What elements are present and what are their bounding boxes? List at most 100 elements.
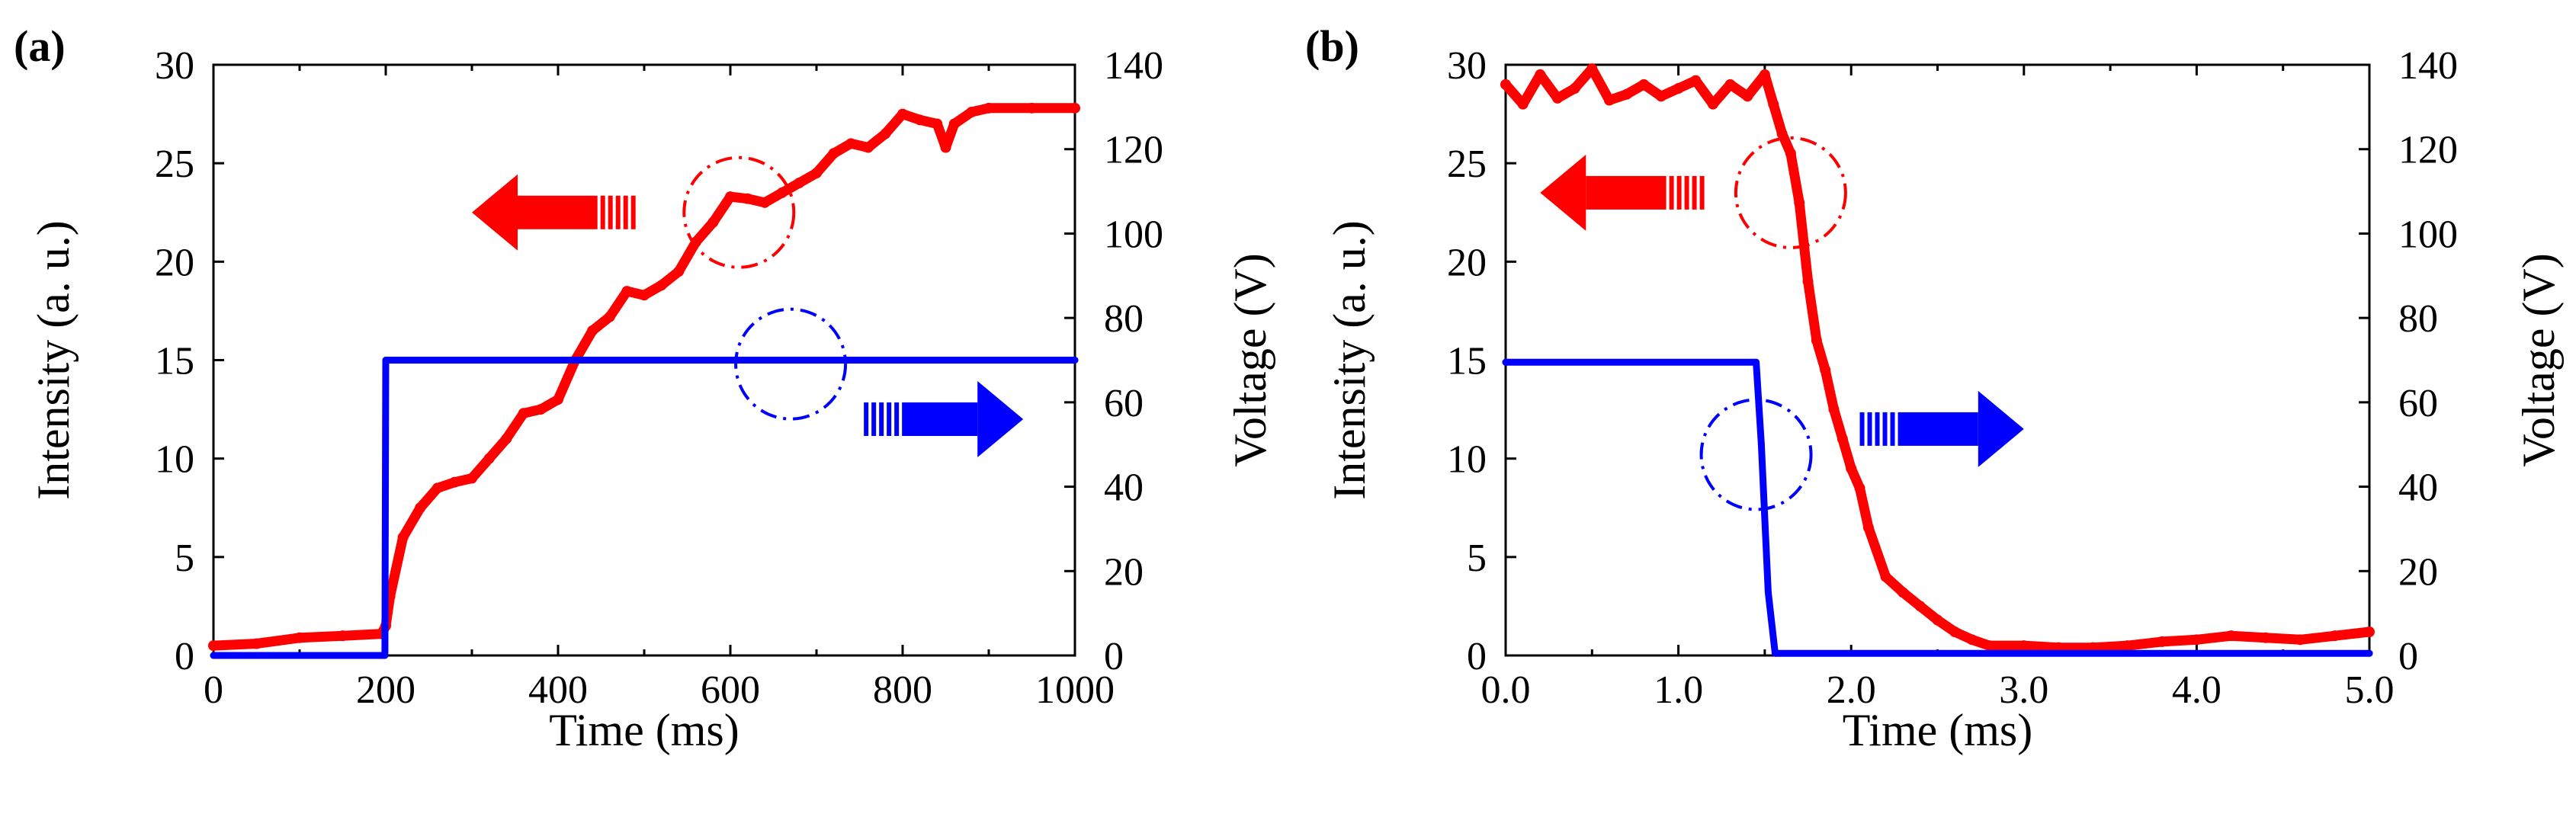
data-point-intensity (1586, 63, 1598, 75)
data-point-voltage (1764, 588, 1772, 596)
data-point-intensity (1811, 335, 1822, 346)
data-point-voltage (1071, 357, 1079, 364)
data-point-intensity (932, 118, 943, 130)
data-point-intensity (811, 168, 822, 179)
data-point-intensity (2018, 640, 2029, 652)
data-point-intensity (449, 476, 460, 488)
data-point-intensity (2260, 632, 2272, 643)
dash-dot-circle-red (1734, 136, 1847, 249)
data-point-intensity (897, 108, 908, 120)
data-point-intensity (742, 193, 753, 204)
y-left-tick-label: 5 (175, 537, 194, 580)
data-point-intensity (1517, 98, 1529, 110)
data-point-intensity (587, 325, 598, 336)
data-point-intensity (639, 290, 650, 301)
y-right-tick-label: 40 (1104, 466, 1144, 510)
dash-dot-circle-red (682, 155, 796, 269)
y-left-axis-title: Intensity (a. u.) (28, 220, 79, 500)
arrow-head (472, 174, 518, 251)
x-tick-label: 400 (528, 668, 588, 712)
data-point-voltage (1753, 358, 1760, 366)
data-point-voltage (381, 652, 389, 659)
x-tick-label: 600 (701, 668, 760, 712)
x-tick-label: 0 (204, 668, 223, 712)
x-tick-label: 3.0 (1999, 668, 2048, 712)
arrow-tail-stripe (1669, 175, 1674, 210)
arrow-tail-stripe (1875, 412, 1880, 446)
x-axis-title: Time (ms) (549, 705, 739, 755)
data-point-intensity (1785, 148, 1796, 159)
data-point-voltage (210, 652, 217, 659)
data-point-intensity (535, 404, 547, 415)
data-point-intensity (862, 142, 874, 153)
arrow-tail-stripe (1699, 175, 1705, 210)
data-point-intensity (1932, 614, 1943, 626)
series-line-voltage (1502, 358, 2373, 657)
data-point-intensity (208, 640, 219, 652)
arrow-left-red (472, 174, 636, 251)
data-point-intensity (1569, 83, 1580, 94)
data-point-intensity (1828, 404, 1840, 415)
data-point-intensity (1655, 91, 1667, 102)
data-point-intensity (2157, 636, 2168, 647)
y-right-tick-label: 120 (1104, 129, 1163, 172)
series-line-intensity (208, 103, 1080, 651)
data-point-intensity (880, 128, 891, 139)
arrow-tail-stripe (1692, 175, 1697, 210)
y-right-tick-label: 120 (2398, 129, 2458, 172)
data-point-intensity (337, 630, 348, 642)
data-point-intensity (794, 178, 805, 188)
data-point-intensity (776, 187, 788, 198)
data-point-voltage (1502, 358, 1509, 366)
x-tick-label: 800 (873, 668, 932, 712)
arrow-tail-stripe (1859, 412, 1865, 446)
y-right-tick-label: 20 (2398, 550, 2438, 594)
arrow-tail-stripe (1890, 412, 1895, 446)
data-point-intensity (501, 433, 512, 444)
y-right-tick-label: 60 (1104, 382, 1144, 425)
data-point-intensity (1984, 640, 1995, 652)
y-right-tick-label: 40 (2398, 466, 2438, 510)
data-point-intensity (415, 502, 426, 514)
data-point-intensity (2295, 634, 2306, 646)
data-point-intensity (467, 473, 477, 484)
arrow-tail-stripe (1676, 175, 1682, 210)
data-point-intensity (1846, 463, 1857, 474)
data-point-intensity (2329, 630, 2340, 642)
data-point-intensity (1794, 197, 1805, 208)
data-point-intensity (1854, 482, 1865, 494)
data-point-intensity (1880, 571, 1891, 582)
data-point-intensity (1535, 69, 1546, 80)
data-point-intensity (1500, 79, 1511, 90)
y-right-tick-label: 0 (2398, 635, 2418, 678)
data-point-intensity (1820, 364, 1831, 376)
arrow-shaft (902, 402, 978, 436)
y-right-tick-label: 60 (2398, 382, 2438, 425)
y-right-axis-title: Voltage (V) (2513, 253, 2564, 467)
x-tick-label: 1.0 (1654, 668, 1703, 712)
data-point-intensity (914, 114, 925, 126)
data-point-intensity (397, 532, 409, 543)
arrow-tail-stripe (630, 195, 636, 229)
y-right-tick-label: 80 (1104, 297, 1144, 341)
data-point-intensity (1914, 601, 1926, 612)
x-tick-label: 2.0 (1827, 668, 1876, 712)
arrow-tail-stripe (1867, 412, 1872, 446)
data-point-intensity (1949, 627, 1961, 637)
y-left-tick-label: 20 (1447, 241, 1487, 284)
data-point-intensity (1802, 276, 1814, 287)
x-axis-title: Time (ms) (1843, 705, 2033, 755)
y-left-tick-label: 5 (1467, 537, 1487, 580)
arrow-tail-stripe (608, 195, 613, 229)
y-right-tick-label: 140 (1104, 44, 1163, 88)
data-point-intensity (483, 453, 495, 464)
data-point-voltage (1771, 649, 1779, 657)
data-point-intensity (656, 280, 667, 291)
arrow-tail-stripe (615, 195, 621, 229)
data-point-intensity (948, 118, 960, 130)
arrow-tail-stripe (600, 195, 605, 229)
data-point-intensity (828, 148, 839, 159)
series-line-voltage (210, 357, 1079, 659)
arrow-tail-stripe (871, 402, 877, 436)
data-point-intensity (1603, 95, 1615, 106)
